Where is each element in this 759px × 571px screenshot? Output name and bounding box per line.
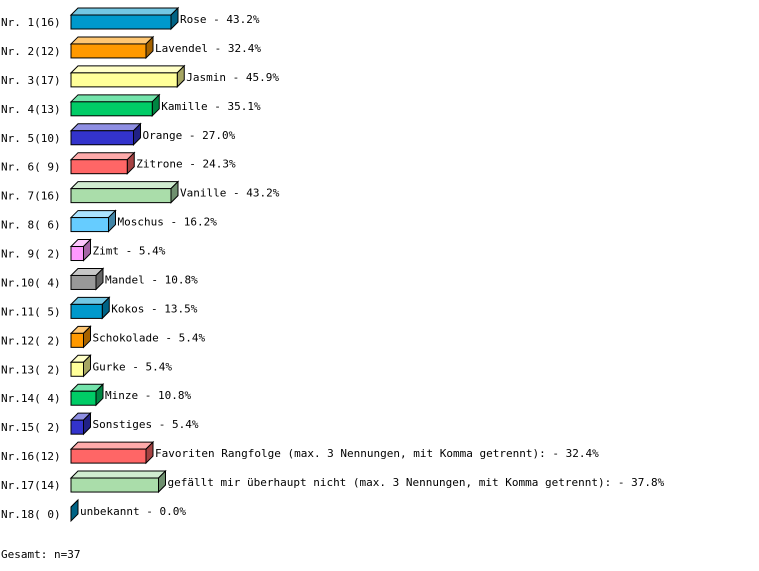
bar-top	[69, 210, 117, 219]
bar	[70, 14, 172, 30]
row-label: Nr.10( 4)	[1, 276, 61, 289]
bar	[70, 72, 178, 88]
row-label: Nr.14( 4)	[1, 392, 61, 405]
bar-value-label: Gurke - 5.4%	[93, 360, 173, 373]
bar-value-label: Minze - 10.8%	[105, 389, 191, 402]
bar-value-label: Rose - 43.2%	[180, 13, 260, 26]
bar-top	[69, 7, 180, 16]
bar	[70, 274, 97, 290]
row-label: Nr. 8( 6)	[1, 219, 61, 232]
bar	[70, 332, 84, 348]
bar-value-label: Sonstiges - 5.4%	[93, 418, 199, 431]
bar-value-label: Kamille - 35.1%	[161, 100, 261, 113]
row-label: Nr.16(12)	[1, 450, 61, 463]
bar-top	[69, 94, 161, 103]
row-label: Nr. 2(12)	[1, 45, 61, 58]
row-label: Nr. 6( 9)	[1, 161, 61, 174]
bar-value-label: Jasmin - 45.9%	[186, 71, 279, 84]
bar	[70, 390, 97, 406]
bar-value-label: Zitrone - 24.3%	[136, 158, 236, 171]
bar-value-label: Kokos - 13.5%	[111, 302, 197, 315]
row-label: Nr. 4(13)	[1, 103, 61, 116]
bar-top	[69, 470, 167, 479]
bar	[70, 101, 153, 117]
bar-value-label: Moschus - 16.2%	[118, 216, 218, 229]
bar-value-label: Orange - 27.0%	[143, 129, 236, 142]
row-label: Nr. 7(16)	[1, 190, 61, 203]
row-label: Nr. 1(16)	[1, 16, 61, 29]
bar	[70, 419, 84, 435]
bar	[70, 159, 128, 175]
bar	[70, 43, 147, 59]
row-label: Nr.11( 5)	[1, 305, 61, 318]
bar	[70, 246, 84, 262]
row-label: Nr. 9( 2)	[1, 248, 61, 261]
bar	[70, 217, 109, 233]
bar-value-label: unbekannt - 0.0%	[80, 505, 186, 518]
row-label: Nr.17(14)	[1, 479, 61, 492]
row-label: Nr. 5(10)	[1, 132, 61, 145]
row-label: Nr.12( 2)	[1, 334, 61, 347]
bar-value-label: gefällt mir überhaupt nicht (max. 3 Nenn…	[168, 476, 665, 489]
bar-value-label: Vanille - 43.2%	[180, 187, 280, 200]
bar	[70, 303, 103, 319]
row-label: Nr.18( 0)	[1, 508, 61, 521]
bar	[70, 361, 84, 377]
bar-top	[69, 123, 142, 132]
bar-value-label: Lavendel - 32.4%	[155, 42, 261, 55]
bar	[70, 130, 134, 146]
bar-value-label: Mandel - 10.8%	[105, 273, 198, 286]
bar-value-label: Favoriten Rangfolge (max. 3 Nennungen, m…	[155, 447, 599, 460]
bar-top	[69, 152, 136, 161]
row-label: Nr.15( 2)	[1, 421, 61, 434]
bar-value-label: Zimt - 5.4%	[93, 245, 166, 258]
bar-top	[69, 181, 180, 190]
bar	[70, 477, 159, 493]
total-footer: Gesamt: n=37	[1, 548, 80, 561]
bar-value-label: Schokolade - 5.4%	[93, 331, 206, 344]
bar-top	[69, 65, 186, 74]
bar	[70, 448, 147, 464]
bar-side	[70, 498, 79, 523]
bar-top	[69, 36, 155, 45]
row-label: Nr.13( 2)	[1, 363, 61, 376]
bar-top	[69, 441, 155, 450]
row-label: Nr. 3(17)	[1, 74, 61, 87]
bar	[70, 188, 172, 204]
